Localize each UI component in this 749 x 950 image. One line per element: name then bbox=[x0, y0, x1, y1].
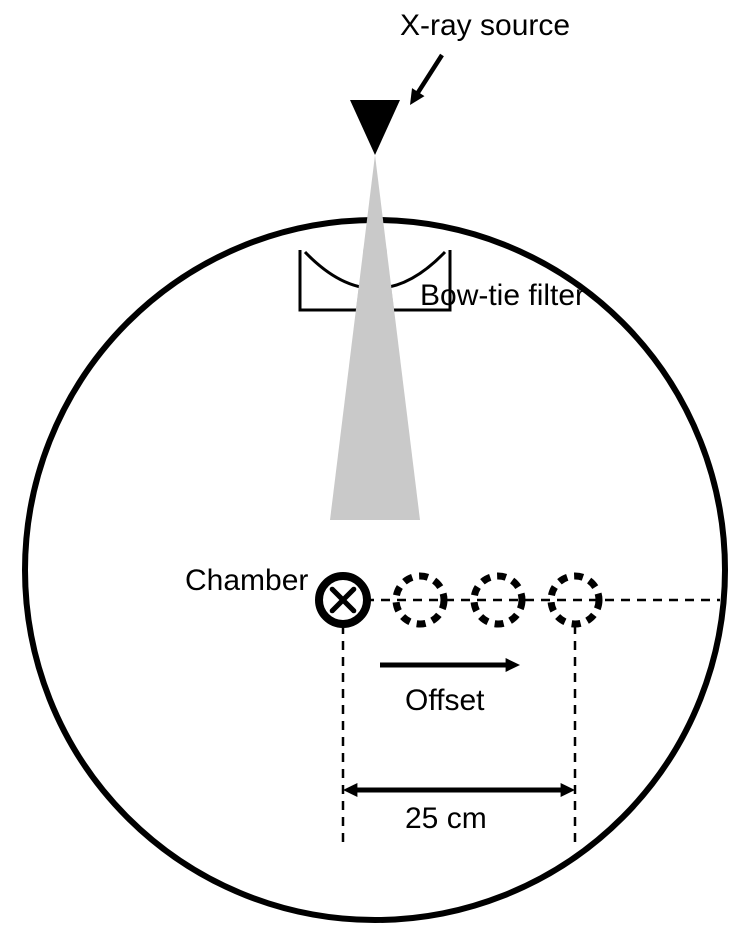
arrow-shaft bbox=[417, 55, 442, 95]
arrowhead-icon bbox=[561, 783, 575, 797]
arrowhead-icon bbox=[343, 783, 357, 797]
xray-source-icon bbox=[350, 100, 400, 155]
label-25cm: 25 cm bbox=[405, 802, 487, 835]
label-xray-source: X-ray source bbox=[400, 9, 570, 42]
arrowhead-icon bbox=[506, 658, 520, 672]
label-bowtie-filter: Bow-tie filter bbox=[420, 279, 585, 312]
label-chamber: Chamber bbox=[185, 564, 308, 597]
label-offset: Offset bbox=[405, 684, 485, 717]
beam-cone bbox=[330, 155, 420, 520]
